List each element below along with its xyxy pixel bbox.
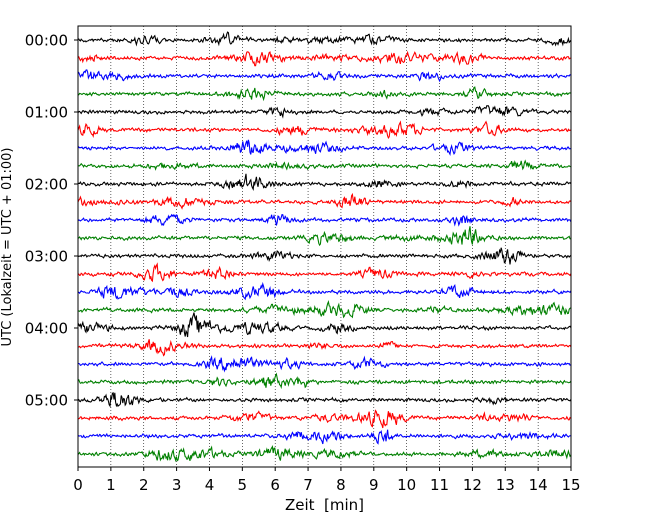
trace-line-18 <box>77 355 571 373</box>
trace-line-16 <box>77 312 572 338</box>
x-tick-label-13: 13 <box>496 476 515 494</box>
x-tick-label-15: 15 <box>561 476 580 494</box>
trace-line-2 <box>77 69 571 83</box>
plot-frame <box>77 25 572 468</box>
x-tick-label-11: 11 <box>430 476 449 494</box>
trace-line-10 <box>77 213 572 227</box>
trace-line-6 <box>77 139 571 157</box>
x-tick-label-4: 4 <box>205 476 215 494</box>
y-tick-label-00:00: 00:00 <box>25 32 68 50</box>
x-tick-label-14: 14 <box>529 476 548 494</box>
trace-line-20 <box>77 392 572 408</box>
x-tick-label-10: 10 <box>397 476 416 494</box>
trace-line-13 <box>77 262 572 283</box>
x-tick-label-9: 9 <box>369 476 379 494</box>
x-tick-label-0: 0 <box>73 476 83 494</box>
y-tick-label-04:00: 04:00 <box>25 320 68 338</box>
trace-line-21 <box>77 409 572 429</box>
x-tick-label-12: 12 <box>463 476 482 494</box>
trace-line-12 <box>77 247 572 265</box>
trace-line-15 <box>77 299 572 319</box>
trace-line-0 <box>77 31 572 47</box>
x-tick-label-6: 6 <box>270 476 280 494</box>
trace-line-11 <box>77 226 571 247</box>
y-axis-label: UTC (Lokalzeit = UTC + 01:00) <box>0 148 15 347</box>
y-tick-label-03:00: 03:00 <box>25 248 68 266</box>
y-axis-ticks: 00:00 01:00 02:00 03:00 04:00 05:00 <box>25 32 78 410</box>
trace-line-22 <box>77 429 571 445</box>
y-tick-label-02:00: 02:00 <box>25 176 68 194</box>
trace-line-19 <box>77 372 572 390</box>
seismic-traces <box>77 31 572 463</box>
y-tick-label-05:00: 05:00 <box>25 392 68 410</box>
x-tick-label-8: 8 <box>336 476 346 494</box>
trace-line-14 <box>77 281 572 301</box>
x-tick-label-1: 1 <box>106 476 116 494</box>
trace-line-7 <box>77 159 571 171</box>
plot-area-background <box>78 26 571 467</box>
y-tick-label-01:00: 01:00 <box>25 104 68 122</box>
x-tick-label-2: 2 <box>139 476 149 494</box>
x-tick-label-7: 7 <box>303 476 313 494</box>
x-axis-label: Zeit [min] <box>285 496 364 514</box>
trace-line-3 <box>77 86 572 102</box>
x-tick-label-3: 3 <box>172 476 182 494</box>
trace-line-4 <box>77 105 572 119</box>
trace-line-1 <box>77 50 571 67</box>
x-tick-label-5: 5 <box>238 476 248 494</box>
trace-line-17 <box>77 339 572 357</box>
trace-line-8 <box>77 173 572 191</box>
trace-line-9 <box>77 192 572 210</box>
x-axis-ticks: 0 1 2 3 4 5 6 7 8 9 10 11 12 13 14 15 <box>73 467 581 494</box>
trace-line-23 <box>77 445 572 463</box>
trace-line-5 <box>77 120 572 140</box>
